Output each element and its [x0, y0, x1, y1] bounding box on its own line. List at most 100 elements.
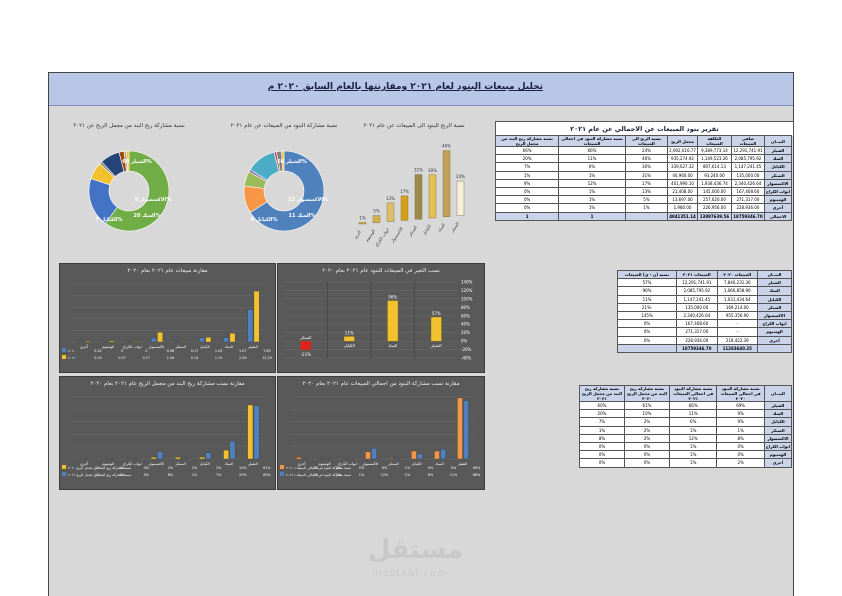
- series-bar: [133, 341, 138, 342]
- table-cell: 24%: [625, 147, 667, 155]
- table-row: 0%0%1%0%ابواب الكراج: [580, 443, 792, 451]
- category-tick-label: الكيابل: [200, 462, 210, 466]
- legend-value: 0.23: [94, 356, 102, 360]
- table-cell: 2,340,426.64: [732, 179, 765, 187]
- legend-swatch: [280, 465, 284, 469]
- legend-value: 1.15: [215, 356, 223, 360]
- table-cell: 169,214.00: [717, 303, 757, 311]
- table-header-cell: مجمل الربح: [668, 136, 698, 147]
- change-bar: [344, 336, 354, 341]
- profit-ratio-bar: [415, 175, 422, 220]
- table1-title: تقرير بنود المبيعات عن الاجمالي عن عام ٢…: [495, 121, 794, 136]
- legend-label: نسبة مشاركة البنود في اجمالي المبيعات ٢٠…: [286, 466, 351, 470]
- profit-ratio-bar: [401, 196, 408, 220]
- pie-data-label: الاكسسوار 8%: [135, 197, 172, 203]
- table-cell: 0%: [580, 451, 625, 459]
- profit-ratio-tick-label: الومنيوم: [364, 229, 376, 243]
- table-cell: 17%: [625, 179, 667, 187]
- table-header-cell: نسبة مشاركة البنود في اجمالي المبيعات: [559, 136, 626, 147]
- legend-value: 9%: [428, 466, 434, 470]
- change-data-label: -21%: [301, 352, 312, 357]
- table-cell: 21,408.00: [668, 188, 698, 196]
- series-bar: [254, 406, 259, 459]
- table-cell: 339,627.32: [668, 163, 698, 171]
- table-header-cell: صافي المبيعات: [732, 136, 765, 147]
- profit-ratio-data-label: 46%: [442, 144, 451, 149]
- table-cell: 46%: [625, 155, 667, 163]
- y-tick-label: 20%: [461, 330, 470, 335]
- legend-value: 12%: [381, 473, 389, 477]
- table-cell: 18759346.70: [677, 344, 717, 352]
- category-tick-label: السنكر: [387, 462, 398, 466]
- change-ratio-panel: نسب التغير في المبيعات للبنود عام ٢٠٢١ ب…: [277, 263, 485, 373]
- category-tick-label: السنكر: [174, 462, 185, 466]
- table-cell: 1%: [625, 204, 667, 212]
- series-bar: [151, 457, 156, 459]
- table-cell: 1%: [670, 459, 717, 467]
- legend-value: 6%: [428, 473, 434, 477]
- table-cell: 20%: [496, 155, 559, 163]
- table-cell: 5%: [625, 196, 667, 204]
- pie-chart-profit-share: الشيلر 60%السك 20%الكيابل 7%الاكسسوار 8%: [59, 139, 199, 249]
- table-cell: 135,000.00: [732, 171, 765, 179]
- category-tick-label: الشيلر: [247, 345, 258, 349]
- table-cell: 228,936.00: [732, 204, 765, 212]
- table-cell: الومنيوم: [764, 196, 791, 204]
- table-row: 0%271,317.00-الومنيوم: [618, 328, 792, 336]
- sales-share-comparison-panel: مقارنة نسب مشاركة البنود من اجمالي المبي…: [277, 376, 485, 490]
- profit-ratio-bar: [373, 216, 380, 223]
- table-cell: 6%: [559, 163, 626, 171]
- table-cell: 218,422.39: [717, 336, 757, 344]
- table-header-cell: نسبة (ن - ي) المبيعات: [618, 271, 677, 279]
- table-cell: أخرى: [764, 204, 791, 212]
- series-bar: [85, 341, 90, 342]
- legend-value: 0%: [119, 466, 125, 470]
- table-cell: السك: [758, 287, 792, 295]
- bar-chart-change-ratio: 140%120%100%80%60%40%20%0%-20%-40%-21%ال…: [278, 274, 484, 372]
- table-cell: 1%: [559, 188, 626, 196]
- table-cell: 0%: [625, 443, 670, 451]
- table-cell: 66%: [670, 402, 717, 410]
- series-bar: [157, 452, 162, 459]
- y-tick-label: 60%: [461, 313, 470, 318]
- table-cell: 0%: [717, 451, 764, 459]
- pie-data-label: السك 20%: [133, 213, 160, 219]
- table-cell: الاجمالي: [764, 212, 791, 220]
- table-cell: [625, 212, 667, 220]
- profit-ratio-tick-label: الشيلر: [449, 221, 460, 233]
- legend-value: 2%: [168, 466, 174, 470]
- table-cell: 66%: [496, 147, 559, 155]
- profit-ratio-tick-label: السك: [436, 223, 445, 233]
- table-cell: 0%: [618, 320, 677, 328]
- series-bar: [395, 458, 400, 459]
- pie-chart-sales-share: الشيلر 66%السك 11%الكيابل 6%الاكسسوار 12…: [209, 139, 359, 249]
- category-tick-label: السنكر: [174, 345, 185, 349]
- table-cell: 135,000.00: [677, 303, 717, 311]
- table-cell: الاكسسوار: [764, 179, 791, 187]
- series-bar: [326, 458, 331, 459]
- y-tick-label: 0%: [461, 339, 468, 344]
- table-cell: -: [717, 320, 757, 328]
- chart-title: نسبة مشاركة ربح البند من مجمل الربح عن ٢…: [59, 123, 199, 129]
- table-header-row: نسبة مشاركة ربح البند من مجمل الربح ٢٠٢١…: [580, 386, 792, 402]
- legend-value: 8%: [168, 473, 174, 477]
- category-tick-label: أخرى: [80, 344, 88, 349]
- category-tick-label: ابواب الكراج: [123, 345, 142, 349]
- table-cell: السك: [764, 410, 791, 418]
- table-cell: السنكر: [758, 303, 792, 311]
- legend-value: 0%: [95, 466, 101, 470]
- table-cell: 93,240.00: [697, 171, 731, 179]
- table-cell: 807,614.13: [697, 163, 731, 171]
- category-tick-label: الاكسسوار: [148, 462, 165, 466]
- legend-value: 0.96: [167, 349, 175, 353]
- series-bar: [388, 458, 393, 459]
- share-comparison-table: نسبة مشاركة ربح البند من مجمل الربح ٢٠٢١…: [579, 385, 792, 468]
- watermark-arabic: مستقل: [368, 535, 463, 565]
- series-bar: [303, 458, 308, 459]
- table-header-cell: البيــان: [764, 386, 791, 402]
- watermark-latin: mostaql.com: [372, 568, 448, 579]
- table-cell: 1,031,434.64: [717, 295, 757, 303]
